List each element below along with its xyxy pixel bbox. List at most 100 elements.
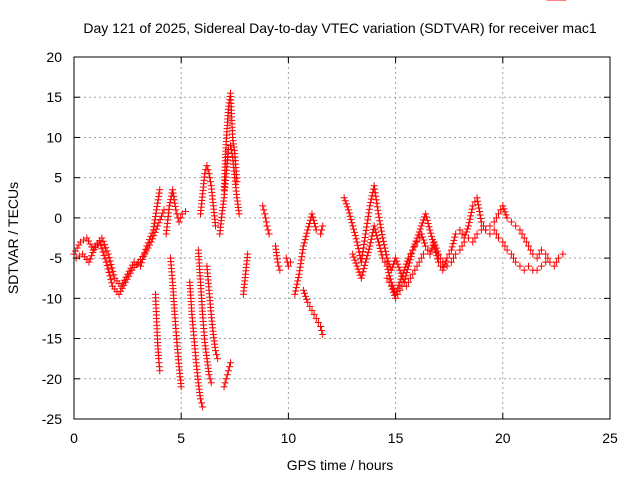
data-point-marker	[419, 250, 427, 258]
data-point-marker	[107, 260, 115, 268]
data-point-marker	[86, 240, 94, 248]
data-point-marker	[373, 203, 381, 211]
data-point-marker	[363, 252, 371, 260]
data-point-marker	[372, 192, 380, 200]
data-point-marker	[448, 243, 456, 251]
data-point-marker	[144, 239, 152, 247]
data-point-marker	[342, 200, 350, 208]
y-tick-label: -10	[42, 290, 62, 306]
data-point-marker	[221, 379, 229, 387]
data-point-marker	[108, 279, 116, 287]
data-point-marker	[486, 230, 494, 238]
x-tick-label: 5	[177, 430, 185, 446]
data-point-marker	[416, 225, 424, 233]
data-point-marker	[377, 248, 385, 256]
data-point-marker	[424, 220, 432, 228]
data-point-marker	[550, 262, 558, 270]
data-point-marker	[314, 318, 322, 326]
data-point-marker	[306, 302, 314, 310]
data-point-marker	[147, 232, 155, 240]
data-point-marker	[300, 289, 308, 297]
data-point-marker	[410, 243, 418, 251]
data-point-marker	[170, 192, 178, 200]
data-point-marker	[393, 257, 401, 265]
data-point-marker	[108, 264, 116, 272]
data-point-marker	[354, 241, 362, 249]
data-point-marker	[402, 260, 410, 268]
data-point-marker	[303, 229, 311, 237]
data-point-marker	[423, 216, 431, 224]
data-point-marker	[417, 254, 425, 262]
data-point-marker	[433, 247, 441, 255]
data-point-marker	[227, 359, 235, 367]
data-point-marker	[349, 250, 357, 258]
data-point-marker	[169, 189, 177, 197]
data-point-marker	[117, 287, 125, 295]
data-point-marker	[110, 271, 118, 279]
data-point-marker	[177, 214, 185, 222]
data-point-marker	[294, 274, 302, 282]
data-point-marker	[104, 265, 112, 273]
data-point-marker	[439, 258, 447, 266]
data-point-marker	[466, 215, 474, 223]
data-point-marker	[311, 223, 319, 231]
data-point-marker	[452, 250, 460, 258]
data-point-marker	[142, 247, 150, 255]
data-point-marker	[451, 233, 459, 241]
data-point-marker	[358, 251, 366, 259]
data-point-marker	[371, 189, 379, 197]
data-point-marker	[367, 235, 375, 243]
data-point-marker	[124, 270, 132, 278]
data-point-marker	[310, 216, 318, 224]
data-point-marker	[428, 232, 436, 240]
data-point-marker	[205, 170, 213, 178]
data-point-marker	[102, 258, 110, 266]
data-point-marker	[502, 211, 510, 219]
data-point-marker	[345, 209, 353, 217]
y-tick-label: -15	[42, 331, 62, 347]
data-point-marker	[367, 195, 375, 203]
data-point-marker	[415, 234, 423, 242]
data-point-marker	[355, 248, 363, 256]
data-point-marker	[495, 234, 503, 242]
data-point-marker	[403, 257, 411, 265]
data-point-marker	[463, 225, 471, 233]
data-point-marker	[299, 246, 307, 254]
data-point-marker	[442, 257, 450, 265]
data-point-marker	[308, 306, 316, 314]
data-point-marker	[467, 209, 475, 217]
data-point-marker	[309, 213, 317, 221]
data-point-marker	[422, 242, 430, 250]
data-point-marker	[282, 254, 290, 262]
data-point-marker	[84, 237, 92, 245]
data-point-marker	[397, 275, 405, 283]
data-point-marker	[274, 258, 282, 266]
data-point-marker	[361, 233, 369, 241]
data-point-marker	[525, 262, 533, 270]
data-point-marker	[413, 262, 421, 270]
data-point-marker	[150, 223, 158, 231]
data-point-marker	[404, 254, 412, 262]
x-tick-label: 0	[70, 430, 78, 446]
data-point-marker	[151, 213, 159, 221]
data-point-marker	[437, 254, 445, 262]
data-point-marker	[109, 267, 117, 275]
data-point-marker	[378, 227, 386, 235]
data-point-marker	[373, 232, 381, 240]
data-point-marker	[235, 210, 243, 218]
data-point-marker	[473, 194, 481, 202]
data-point-marker	[205, 371, 213, 379]
data-point-marker	[296, 267, 304, 275]
data-point-marker	[72, 247, 80, 255]
data-point-marker	[452, 230, 460, 238]
data-point-marker	[503, 214, 511, 222]
data-point-marker	[425, 223, 433, 231]
data-point-marker	[507, 250, 515, 258]
data-point-marker	[299, 286, 307, 294]
data-point-marker	[389, 288, 397, 296]
data-point-marker	[458, 230, 466, 238]
data-point-marker	[480, 222, 488, 230]
data-point-marker	[304, 298, 312, 306]
data-point-marker	[284, 262, 292, 270]
data-point-marker	[223, 371, 231, 379]
